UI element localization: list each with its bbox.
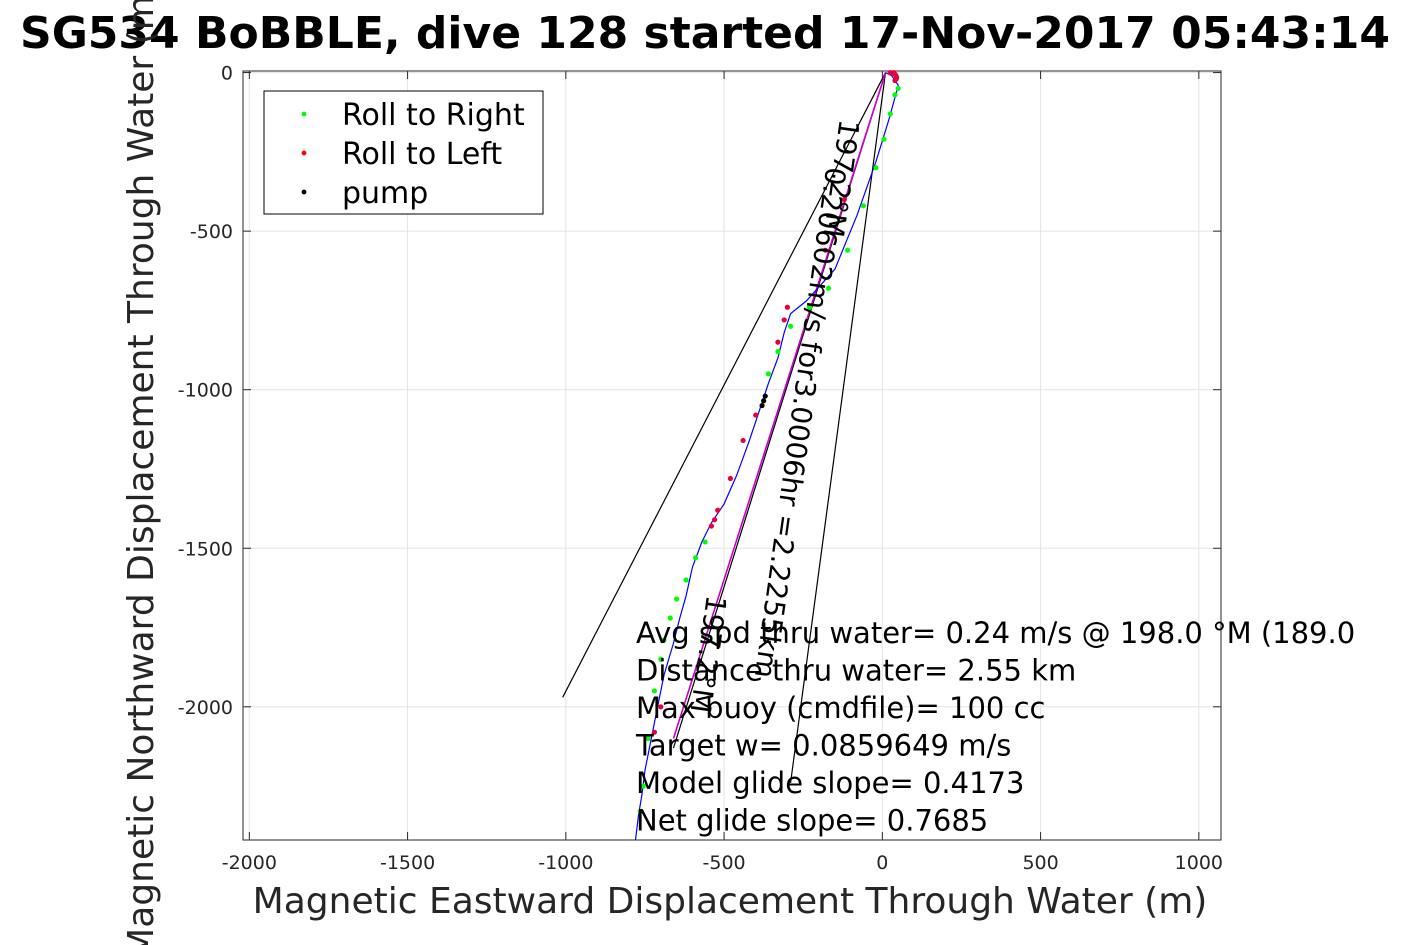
roll-to-left-point [715,507,721,513]
y-tick-label: -1000 [178,380,233,402]
chart-title: SG534 BoBBLE, dive 128 started 17-Nov-20… [20,8,1390,59]
roll-to-right-point [640,783,646,789]
roll-to-right-point [693,555,699,561]
lines-layer [562,72,899,841]
pump-point [759,402,765,409]
roll-to-right-point [702,539,708,545]
stats-annotation: Net glide slope= 0.7685 [636,804,988,838]
stats-annotation: Distance thru water= 2.55 km [636,654,1076,688]
roll-to-left-point [708,523,715,529]
stats-annotation: Target w= 0.0859649 m/s [635,729,1011,763]
x-axis-ticks: -2000 -1500 -1000 -500 0 500 1000 [222,71,1223,874]
x-tick-label: 1000 [1175,852,1223,874]
x-tick-label: -2000 [222,852,277,874]
x-tick-label: -1500 [380,852,435,874]
roll-to-right-point [895,85,901,92]
roll-to-right-point [881,136,887,142]
x-tick-label: 500 [1022,852,1058,874]
legend-marker [301,189,307,195]
y-tick-label: -2000 [178,697,233,719]
roll-to-right-point [765,371,771,377]
roll-to-right-point [683,577,689,583]
roll-to-left-point [711,517,718,523]
legend-box [263,90,544,215]
stats-annotation: Avg spd thru water= 0.24 m/s @ 198.0 °M … [636,616,1355,650]
roll-to-right-point [645,735,651,742]
roll-to-right-point [775,349,781,355]
roll-to-left-point [822,247,828,253]
roll-to-left-point [841,196,847,203]
roll-to-left-point [892,77,898,84]
stats-annotation: Max buoy (cmdfile)= 100 cc [636,691,1045,725]
roll-to-left-point [658,704,664,710]
points-layer [637,69,901,815]
roll-to-right-point [651,688,658,694]
legend-marker [301,150,307,156]
roll-to-right-point [825,285,832,291]
x-tick-label: -1000 [538,852,593,874]
roll-to-left-point [775,339,781,345]
roll-to-left-point [651,729,658,735]
roll-to-right-point [667,615,673,621]
x-tick-label: 0 [876,852,888,874]
roll-to-right-point [674,596,680,602]
roll-to-right-point [661,637,667,643]
y-axis-ticks: 0 -500 -1000 -1500 -2000 [178,63,1221,719]
roll-to-left-point [753,412,759,418]
legend-entry: Roll to Right [342,98,525,133]
roll-to-right-point [844,247,851,253]
vector-line [789,72,887,783]
roll-to-left-point [740,437,746,444]
x-axis-label: Magnetic Eastward Displacement Through W… [253,881,1208,922]
roll-to-right-point [787,323,794,329]
roll-to-right-point [806,304,813,310]
y-tick-label: -500 [190,221,233,243]
y-axis-label: Magnetic Northward Displacement Through … [121,0,162,945]
legend[interactable]: Roll to Right Roll to Left pump [263,90,544,215]
roll-to-right-point [892,92,898,98]
roll-to-left-point [727,475,734,482]
legend-marker [301,111,307,117]
current-line [672,72,887,739]
y-tick-label: -1500 [178,538,233,560]
pump-point [761,398,767,404]
annotations: Avg spd thru water= 0.24 m/s @ 198.0 °M … [635,616,1355,838]
x-tick-label: -500 [703,852,746,874]
y-tick-label: 0 [221,63,233,85]
legend-entry: pump [342,176,428,211]
roll-to-left-point [784,304,790,310]
pump-point [762,393,768,399]
track-line [634,72,899,841]
roll-to-right-point [637,808,643,815]
roll-to-right-point [873,165,879,171]
legend-entry: Roll to Left [342,137,502,172]
vector-line [562,72,887,698]
roll-to-left-point [781,317,787,323]
roll-to-right-point [887,111,893,117]
roll-to-right-point [658,656,664,662]
stats-annotation: Model glide slope= 0.4173 [636,766,1024,800]
roll-to-right-point [860,203,866,209]
